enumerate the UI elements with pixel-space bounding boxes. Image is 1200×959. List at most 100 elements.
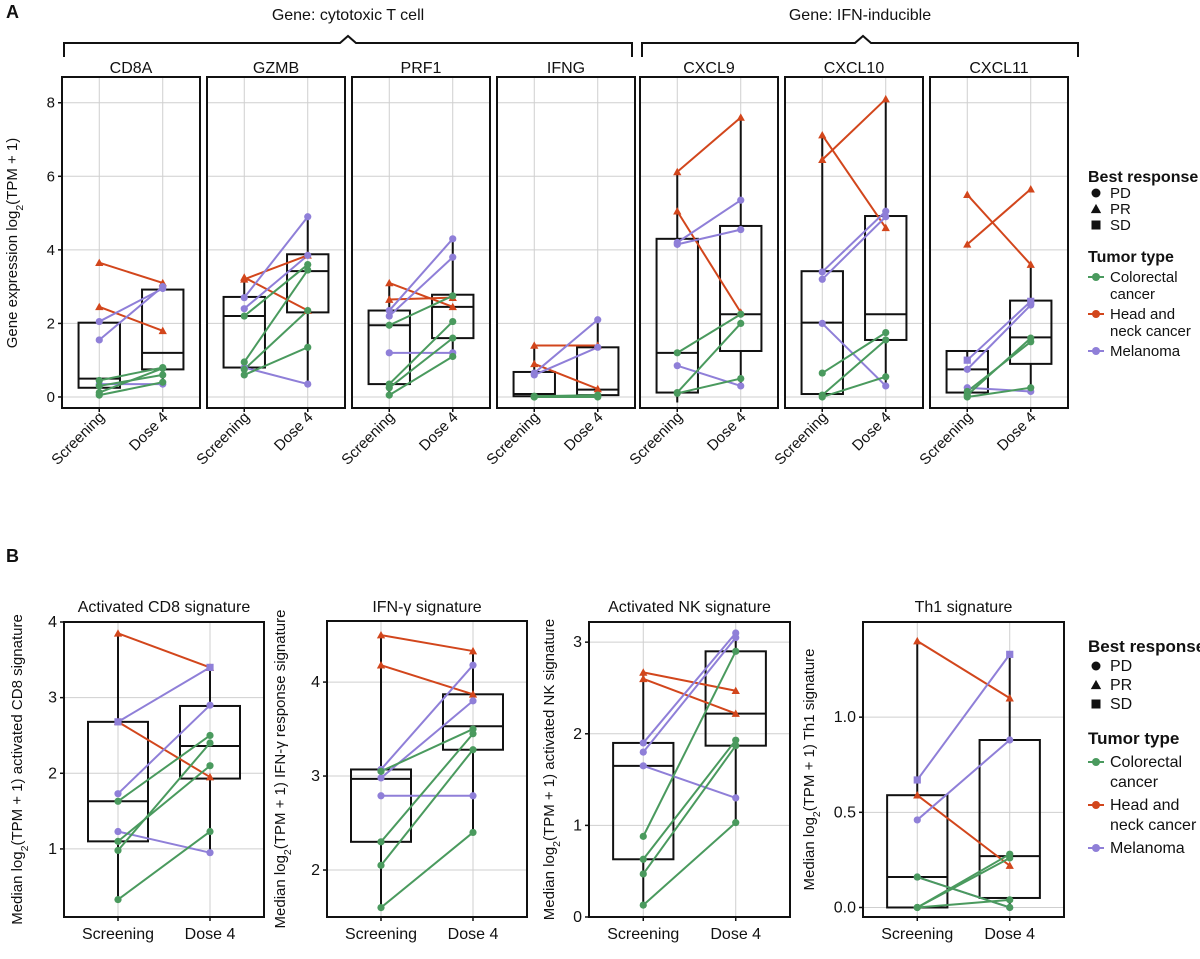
panel-title: CXCL9 bbox=[683, 60, 735, 77]
data-point bbox=[449, 317, 457, 326]
data-point bbox=[376, 630, 386, 639]
y-tick-label: 2 bbox=[48, 765, 57, 782]
x-tick-label: Dose 4 bbox=[416, 409, 462, 455]
panel-cxcl9: Screening Dose 4 CXCL9 bbox=[626, 60, 779, 469]
data-point bbox=[206, 762, 214, 770]
data-point bbox=[818, 130, 827, 139]
pair-line bbox=[821, 322, 887, 387]
data-point bbox=[594, 316, 602, 324]
y-axis-label: Gene expression log2(TPM + 1) bbox=[4, 138, 26, 349]
data-point bbox=[240, 371, 248, 379]
legend-swatch-sd bbox=[1091, 220, 1101, 230]
data-point bbox=[882, 329, 890, 337]
data-point bbox=[205, 772, 215, 781]
x-tick-label: Screening bbox=[193, 409, 253, 469]
legend-swatch-pd bbox=[1091, 188, 1101, 198]
pair-line bbox=[380, 664, 474, 696]
pair-line bbox=[117, 734, 211, 803]
data-point bbox=[377, 838, 385, 846]
y-tick-label: 4 bbox=[311, 674, 320, 691]
x-tick-label: Dose 4 bbox=[849, 409, 895, 455]
panel-title: IFNG bbox=[547, 60, 585, 77]
y-tick-label: 0 bbox=[573, 909, 582, 926]
legend-tumor-label: cancer bbox=[1110, 286, 1155, 303]
panel-frame bbox=[639, 76, 779, 409]
y-tick-label: 0.5 bbox=[834, 804, 856, 821]
panel-gzmb: Screening Dose 4 GZMB bbox=[193, 60, 346, 469]
data-point bbox=[240, 312, 248, 320]
panel-title: Activated CD8 signature bbox=[78, 599, 251, 616]
legend-dot-swatch bbox=[1092, 347, 1100, 355]
data-point bbox=[95, 382, 103, 390]
data-point bbox=[469, 730, 477, 738]
x-tick-label: Screening bbox=[345, 926, 417, 943]
data-point bbox=[882, 373, 890, 381]
legend-title-tumor: Tumor type bbox=[1088, 249, 1174, 266]
data-point bbox=[737, 319, 745, 328]
legend-label-sd: SD bbox=[1110, 696, 1132, 713]
data-point bbox=[737, 382, 745, 390]
pair-line bbox=[642, 821, 737, 906]
pair-line bbox=[916, 857, 1011, 909]
pair-line bbox=[380, 728, 474, 773]
data-point bbox=[468, 690, 478, 698]
data-point bbox=[732, 633, 740, 642]
panel-frame bbox=[588, 621, 791, 918]
data-point bbox=[95, 376, 103, 385]
data-point bbox=[594, 343, 602, 351]
data-point bbox=[206, 849, 214, 857]
data-point bbox=[304, 306, 312, 315]
legend-tumor-label: Melanoma bbox=[1110, 840, 1185, 857]
pair-line bbox=[676, 364, 742, 387]
data-point bbox=[881, 94, 890, 103]
data-point bbox=[114, 896, 122, 904]
box-iqr bbox=[719, 224, 763, 352]
pair-line bbox=[117, 704, 211, 795]
data-point bbox=[114, 790, 122, 798]
data-point bbox=[963, 393, 971, 401]
pair-line bbox=[643, 671, 736, 692]
panel-frame bbox=[206, 76, 346, 409]
legend-label-pd: PD bbox=[1110, 658, 1132, 675]
data-point bbox=[159, 283, 167, 291]
legend-tumor-label: neck cancer bbox=[1110, 817, 1197, 834]
legend-title-tumor: Tumor type bbox=[1088, 729, 1179, 748]
pair-line bbox=[642, 745, 737, 875]
data-point bbox=[240, 294, 248, 302]
pair-line bbox=[243, 254, 309, 310]
legend-swatch-pr bbox=[1090, 679, 1102, 690]
legend-swatch-pr bbox=[1090, 203, 1102, 214]
data-point bbox=[449, 292, 457, 300]
pair-line bbox=[676, 199, 742, 244]
data-point bbox=[1006, 736, 1014, 744]
data-point bbox=[673, 389, 681, 397]
pair-line bbox=[380, 733, 474, 843]
panel-ifng: Screening Dose 4 IFNG bbox=[483, 60, 636, 469]
panel-title: GZMB bbox=[253, 60, 299, 77]
y-tick-label: 1 bbox=[573, 817, 582, 834]
y-tick-label: 6 bbox=[47, 168, 55, 185]
data-point bbox=[882, 336, 890, 344]
data-point bbox=[732, 819, 740, 827]
panel-cxcl10: Screening Dose 4 CXCL10 bbox=[771, 60, 924, 469]
x-tick-label: Dose 4 bbox=[994, 409, 1040, 455]
data-point bbox=[158, 326, 167, 335]
legend-tumor-label: Head and bbox=[1110, 797, 1179, 814]
pair-line bbox=[966, 194, 1032, 266]
pair-line bbox=[117, 830, 211, 901]
legend-tumor-label: Melanoma bbox=[1110, 343, 1181, 360]
data-point bbox=[736, 113, 745, 121]
data-point bbox=[448, 302, 457, 311]
pair-line bbox=[388, 256, 454, 317]
data-point bbox=[530, 359, 539, 368]
data-point bbox=[385, 391, 393, 399]
pair-line bbox=[533, 346, 599, 376]
pair-line bbox=[821, 210, 887, 273]
data-point bbox=[963, 190, 972, 199]
pair-line bbox=[388, 238, 454, 312]
pair-line bbox=[967, 386, 1031, 398]
pair-line bbox=[243, 263, 309, 317]
data-point bbox=[449, 334, 457, 342]
pair-line bbox=[821, 98, 887, 161]
pair-line bbox=[642, 764, 737, 799]
